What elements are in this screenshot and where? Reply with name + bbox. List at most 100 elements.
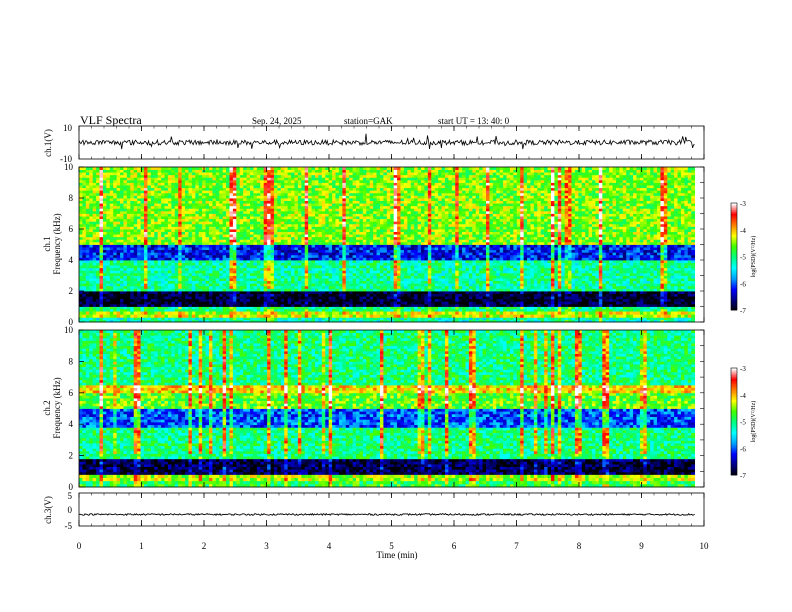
spectrogram-cell [79,257,83,261]
spectrogram-cell [557,257,562,261]
spectrogram-cell [202,311,206,315]
spectrogram-cell [150,252,155,256]
spectrogram-cell [277,306,282,310]
spectrogram-cell [311,303,316,307]
spectrogram-cell [301,288,306,292]
spectrogram-cell [277,260,282,263]
spectrogram-cell [229,288,234,292]
spectrogram-cell [133,291,138,294]
spectrogram-cell [208,308,213,312]
spectrogram-cell [79,293,83,297]
spectrogram-cell [663,267,668,271]
spectrogram-cell [157,257,162,261]
spectrogram-cell [335,260,340,263]
spectrogram-cell [496,275,501,279]
spectrogram-cell [366,308,371,312]
spectrogram-cell [102,280,107,284]
spectrogram-cell [520,267,525,271]
spectrogram-cell [424,288,429,292]
spectrogram-cell [219,249,224,253]
spectrogram-cell [79,298,83,302]
spectrogram-cell [407,298,412,302]
spectrogram-cell [486,298,490,302]
spectrogram-cell [301,285,306,289]
spectrogram-cell [417,301,422,305]
spectrogram-cell [431,252,436,256]
spectrogram-cell [653,308,658,312]
spectrogram-cell [332,283,336,287]
spectrogram-cell [479,306,483,310]
spectrogram-cell [332,285,336,289]
spectrogram-cell [410,298,415,302]
spectrogram-cell [622,296,627,300]
spectrogram-cell [219,301,224,305]
spectrogram-cell [383,283,388,287]
spectrogram-cell [294,285,299,289]
spectrogram-cell [434,267,439,271]
spectrogram-cell [574,278,579,282]
spectrogram-cell [561,270,566,274]
spectrogram-cell [537,301,542,305]
spectrogram-cell [588,303,593,307]
spectrogram-cell [277,288,282,292]
spectrogram-cell [342,314,347,318]
spectrogram-cell [479,272,483,276]
spectrogram-cell [595,285,600,289]
spectrogram-cell [571,267,576,271]
spectrogram-cell [277,298,282,302]
spectrogram-cell [636,257,641,261]
spectrogram-cell [386,252,391,256]
spectrogram-cell [120,272,124,276]
spectrogram-cell [520,296,525,300]
spectrogram-cell [383,311,388,315]
spectrogram-cell [674,291,678,294]
spectrogram-cell [250,298,254,302]
spectrogram-cell [540,296,545,300]
spectrogram-cell [520,317,525,321]
spectrogram-cell [441,291,446,294]
spectrogram-cell [164,291,169,294]
spectrogram-cell [164,296,169,300]
spectrogram-cell [174,314,179,318]
spectrogram-cell [684,275,689,279]
spectrogram-cell [226,267,230,271]
spectrogram-cell [349,306,354,310]
spectrogram-cell [99,283,104,287]
spectrogram-cell [92,317,97,321]
spectrogram-cell [150,265,155,269]
spectrogram-cell [161,257,165,261]
spectrogram-cell [338,319,343,323]
spectrogram-cell [185,296,189,300]
spectrogram-cell [410,285,415,289]
spectrogram-cell [99,298,104,302]
spectrogram-cell [585,278,589,282]
spectrogram-cell [304,252,309,256]
spectrogram-cell [178,319,182,323]
spectrogram-cell [482,288,487,292]
spectrogram-cell [397,249,401,253]
spectrogram-cell [373,270,377,274]
spectrogram-cell [503,291,507,294]
spectrogram-cell [188,296,193,300]
spectrogram-cell [513,314,518,318]
spectrogram-cell [530,306,535,310]
spectrogram-cell [465,288,470,292]
spectrogram-cell [291,254,295,258]
spectrogram-cell [410,280,415,284]
spectrogram-cell [236,298,241,302]
spectrogram-cell [687,275,692,279]
spectrogram-cell [325,272,330,276]
spectrogram-cell [574,303,579,307]
spectrogram-cell [133,301,138,305]
spectrogram-cell [277,311,282,315]
spectrogram-cell [79,275,83,279]
spectrogram-cell [232,270,237,274]
spectrogram-cell [376,265,381,269]
spectrogram-cell [325,283,330,287]
spectrogram-cell [674,303,678,307]
spectrogram-cell [287,298,292,302]
spectrogram-cell [345,267,350,271]
spectrogram-cell [273,291,278,294]
spectrogram-cell [359,285,364,289]
spectrogram-cell [96,270,100,274]
